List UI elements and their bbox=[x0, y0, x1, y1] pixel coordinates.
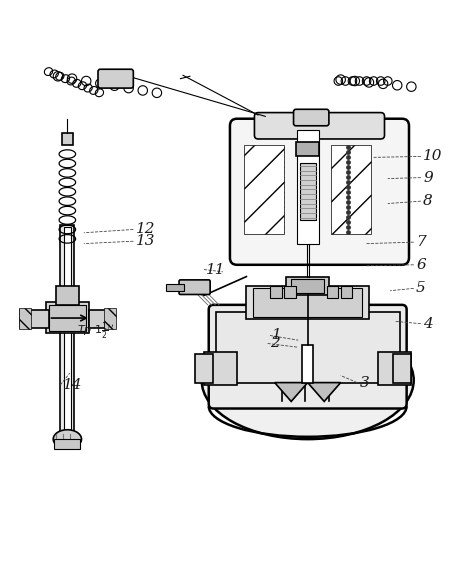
Text: 10: 10 bbox=[423, 149, 443, 164]
FancyBboxPatch shape bbox=[209, 305, 407, 408]
Text: $Tp\ 1\frac{1}{2}{}^{\prime\prime}$: $Tp\ 1\frac{1}{2}{}^{\prime\prime}$ bbox=[77, 320, 114, 341]
Bar bbox=[46, 303, 89, 333]
Ellipse shape bbox=[53, 430, 82, 448]
Bar bbox=[254, 288, 362, 317]
Text: 4: 4 bbox=[423, 317, 433, 331]
Bar bbox=[246, 286, 369, 319]
Bar bbox=[19, 308, 31, 329]
Text: 11: 11 bbox=[206, 263, 226, 276]
Text: 7: 7 bbox=[416, 235, 426, 249]
Bar bbox=[378, 352, 411, 385]
Bar bbox=[244, 145, 284, 234]
Text: 2: 2 bbox=[270, 336, 280, 351]
Text: 14: 14 bbox=[63, 378, 82, 392]
Bar bbox=[270, 286, 282, 298]
Text: 12: 12 bbox=[136, 223, 155, 236]
FancyBboxPatch shape bbox=[255, 113, 384, 139]
Bar bbox=[20, 309, 48, 328]
Bar bbox=[62, 133, 73, 145]
Text: 1: 1 bbox=[273, 328, 282, 343]
Text: 3: 3 bbox=[359, 376, 369, 390]
Bar bbox=[204, 352, 237, 385]
Bar bbox=[327, 286, 338, 298]
Bar bbox=[300, 164, 316, 220]
Bar bbox=[331, 145, 371, 234]
FancyBboxPatch shape bbox=[293, 109, 329, 126]
FancyBboxPatch shape bbox=[98, 69, 133, 88]
Bar bbox=[392, 354, 411, 383]
Bar bbox=[291, 279, 324, 293]
Polygon shape bbox=[275, 383, 308, 402]
Text: 13: 13 bbox=[136, 234, 155, 248]
Text: 9: 9 bbox=[423, 170, 433, 185]
Text: 8: 8 bbox=[423, 194, 433, 208]
Bar bbox=[104, 308, 116, 329]
FancyBboxPatch shape bbox=[230, 119, 409, 265]
Bar bbox=[284, 286, 296, 298]
Bar bbox=[60, 225, 74, 437]
Ellipse shape bbox=[201, 321, 414, 439]
Bar bbox=[166, 284, 184, 291]
Bar bbox=[297, 130, 319, 244]
Bar bbox=[296, 142, 319, 156]
Bar bbox=[54, 439, 80, 448]
Bar bbox=[286, 277, 329, 295]
Bar bbox=[302, 345, 313, 383]
Bar bbox=[64, 227, 71, 435]
Polygon shape bbox=[308, 383, 341, 402]
Text: 6: 6 bbox=[416, 258, 426, 272]
Bar bbox=[216, 312, 400, 383]
FancyBboxPatch shape bbox=[179, 280, 210, 295]
Bar bbox=[89, 309, 115, 328]
Bar bbox=[48, 305, 86, 331]
Text: 5: 5 bbox=[416, 281, 426, 295]
Bar bbox=[341, 286, 353, 298]
Bar bbox=[195, 354, 213, 383]
Bar bbox=[55, 286, 79, 305]
